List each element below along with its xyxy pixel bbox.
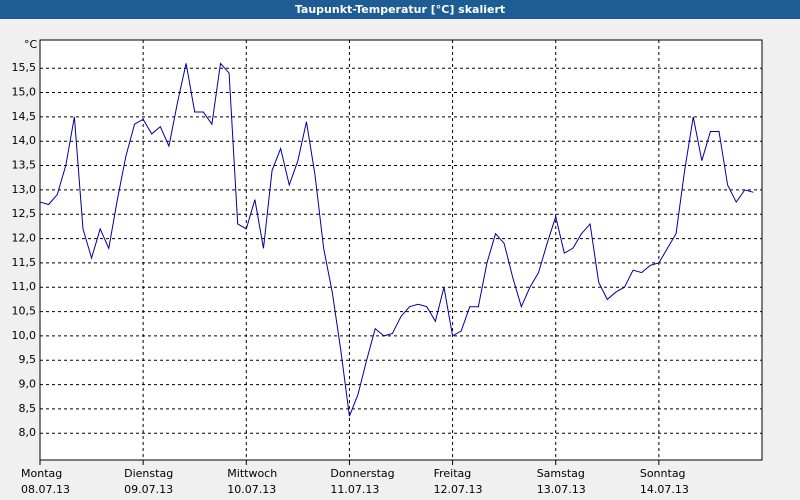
y-tick-label: 9,5 bbox=[19, 353, 37, 366]
y-tick-label: 11,0 bbox=[12, 280, 37, 293]
y-tick-label: 12,0 bbox=[12, 232, 37, 245]
line-series bbox=[39, 62, 754, 417]
y-tick-label: 8,5 bbox=[19, 402, 37, 415]
x-tick-date: 14.07.13 bbox=[640, 483, 689, 496]
y-tick-label: 15,5 bbox=[12, 61, 37, 74]
x-tick-date: 11.07.13 bbox=[330, 483, 379, 496]
x-tick-date: 08.07.13 bbox=[21, 483, 70, 496]
x-tick-label: Freitag bbox=[434, 467, 472, 480]
x-tick-date: 13.07.13 bbox=[537, 483, 586, 496]
chart-title: Taupunkt-Temperatur [°C] skaliert bbox=[295, 3, 505, 16]
x-tick-label: Mittwoch bbox=[227, 467, 277, 480]
x-tick-date: 09.07.13 bbox=[124, 483, 173, 496]
y-tick-label: 13,0 bbox=[12, 183, 37, 196]
title-bar bbox=[0, 0, 800, 19]
y-tick-label: 14,5 bbox=[12, 110, 37, 123]
x-tick-date: 12.07.13 bbox=[434, 483, 483, 496]
y-tick-label: 11,5 bbox=[12, 256, 37, 269]
y-unit: °C bbox=[24, 38, 38, 51]
y-tick-label: 12,5 bbox=[12, 207, 37, 220]
x-tick-date: 10.07.13 bbox=[227, 483, 276, 496]
y-tick-label: 10,0 bbox=[12, 329, 37, 342]
plot-area bbox=[39, 39, 763, 461]
x-tick-label: Donnerstag bbox=[330, 467, 394, 480]
y-tick-label: 10,5 bbox=[12, 305, 37, 318]
y-tick-label: 13,5 bbox=[12, 159, 37, 172]
x-tick-label: Dienstag bbox=[124, 467, 173, 480]
y-tick-label: 15,0 bbox=[12, 86, 37, 99]
x-tick-label: Montag bbox=[21, 467, 62, 480]
y-tick-label: 14,0 bbox=[12, 134, 37, 147]
x-tick-label: Sonntag bbox=[640, 467, 686, 480]
y-tick-label: 8,0 bbox=[19, 426, 37, 439]
x-tick-label: Samstag bbox=[537, 467, 585, 480]
y-tick-label: 9,0 bbox=[19, 378, 37, 391]
